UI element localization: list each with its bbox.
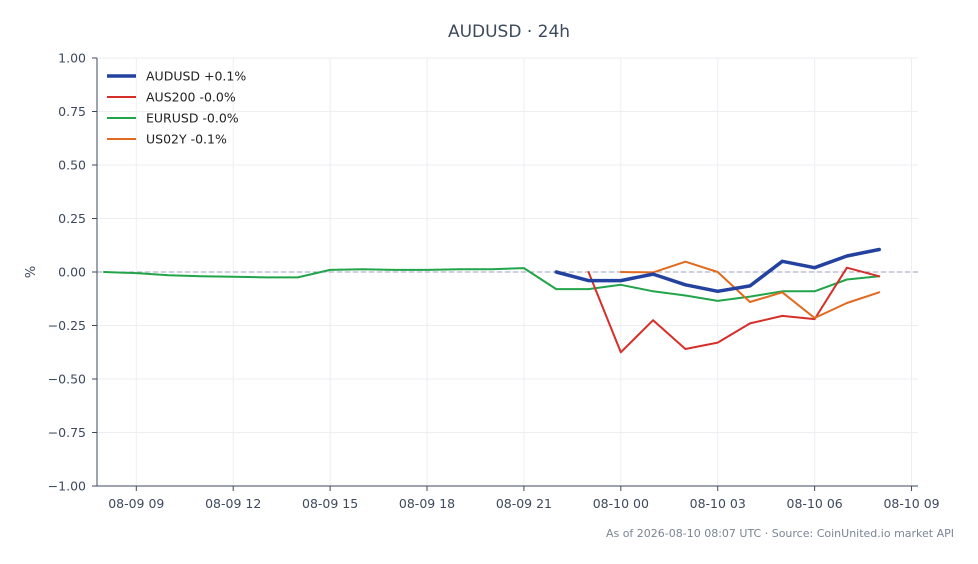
x-tick-label: 08-09 18 xyxy=(399,496,455,511)
legend-label: AUDUSD +0.1% xyxy=(146,69,246,84)
x-tick-label: 08-09 15 xyxy=(302,496,358,511)
y-tick-label: −0.75 xyxy=(48,425,86,440)
x-tick-label: 08-09 09 xyxy=(108,496,164,511)
x-tick-label: 08-09 12 xyxy=(205,496,261,511)
y-tick-label: 1.00 xyxy=(58,51,86,66)
y-tick-label: −1.00 xyxy=(48,479,86,494)
y-tick-label: −0.50 xyxy=(48,372,86,387)
y-tick-label: 0.50 xyxy=(58,158,86,173)
x-tick-label: 08-10 00 xyxy=(593,496,649,511)
series-line-3 xyxy=(619,260,881,319)
source-footnote: As of 2026-08-10 08:07 UTC · Source: Coi… xyxy=(605,527,954,540)
x-tick-label: 08-09 21 xyxy=(496,496,552,511)
y-tick-label: 0.75 xyxy=(58,104,86,119)
y-tick-label: −0.25 xyxy=(48,318,86,333)
x-tick-label: 08-10 03 xyxy=(690,496,746,511)
series-line-2 xyxy=(103,267,881,302)
legend-label: US02Y -0.1% xyxy=(146,132,227,147)
chart-title: AUDUSD · 24h xyxy=(448,22,570,42)
y-tick-label: 0.25 xyxy=(58,211,86,226)
series-line-1 xyxy=(587,266,881,354)
y-axis-label: % xyxy=(24,266,39,278)
y-tick-label: 0.00 xyxy=(58,265,86,280)
axes: 1.00 0.75 0.50 0.25 0.00 −0.25 −0.50 −0.75 −1.00… xyxy=(48,51,940,512)
legend: AUDUSD +0.1% AUS200 -0.0% EURUSD -0.0% US02… xyxy=(107,69,246,147)
series-layer xyxy=(103,247,881,354)
x-tick-label: 08-10 09 xyxy=(883,496,939,511)
legend-label: EURUSD -0.0% xyxy=(146,111,239,126)
x-tick-label: 08-10 06 xyxy=(787,496,843,511)
series-line-0 xyxy=(554,247,881,294)
legend-label: AUS200 -0.0% xyxy=(146,90,236,105)
